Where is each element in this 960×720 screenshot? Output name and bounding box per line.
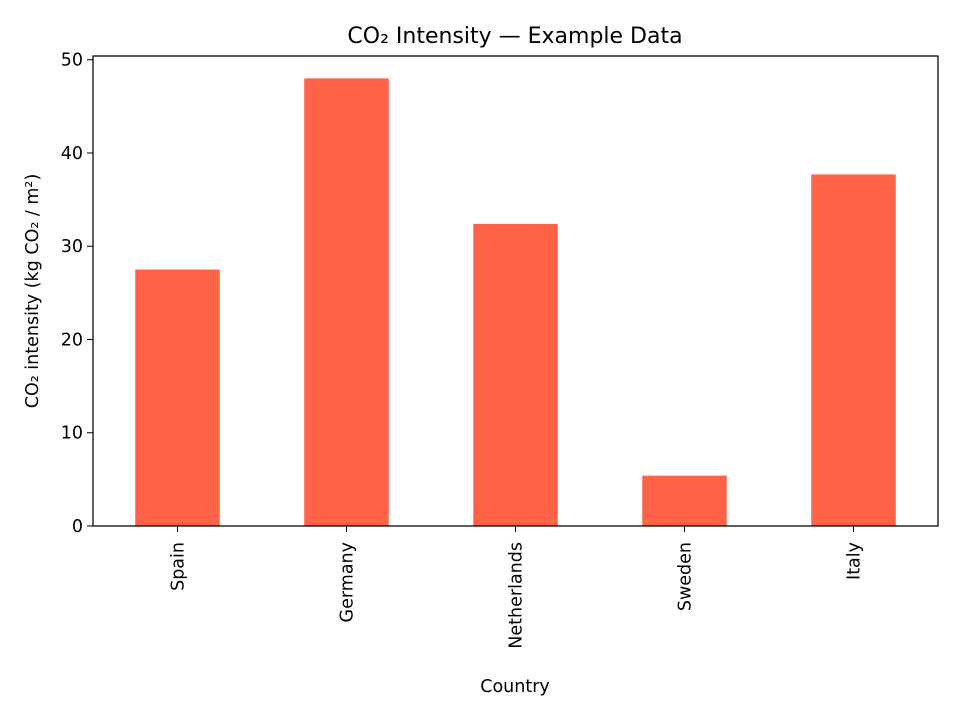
x-tick-label-italy: Italy: [845, 542, 865, 580]
y-tick-label: 50: [61, 51, 83, 71]
bar-netherlands: [473, 223, 558, 527]
bar-germany: [304, 78, 389, 526]
y-tick-label: 30: [61, 237, 83, 257]
y-tick-label: 10: [61, 424, 83, 444]
y-tick-label: 40: [61, 144, 83, 164]
x-tick-label-netherlands: Netherlands: [507, 542, 527, 649]
y-tick-label: 0: [72, 517, 83, 537]
x-tick-label-spain: Spain: [169, 542, 189, 591]
bars-group: [135, 78, 896, 527]
x-tick-label-sweden: Sweden: [676, 542, 696, 611]
x-axis-label: Country: [480, 677, 550, 697]
plot-frame: [92, 55, 939, 527]
y-axis-label: CO₂ intensity (kg CO₂ / m²): [23, 174, 43, 409]
bar-sweden: [642, 475, 727, 526]
x-ticks-group: Spain Germany Netherlands Sweden Italy: [169, 526, 865, 649]
bar-spain: [135, 269, 220, 526]
y-tick-label: 20: [61, 330, 83, 350]
bar-italy: [811, 174, 896, 526]
x-tick-label-germany: Germany: [338, 542, 358, 622]
chart-title: CO₂ Intensity — Example Data: [347, 24, 682, 49]
y-ticks-group: 0 10 20 30 40 50: [61, 51, 93, 537]
